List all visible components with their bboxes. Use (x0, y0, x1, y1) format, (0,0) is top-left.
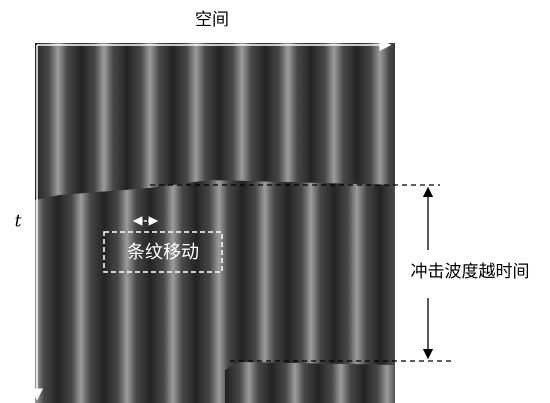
shock-transit-label: 冲击波度越时间 (411, 262, 530, 282)
streak-image (35, 43, 395, 403)
fringe-shift-label: 条纹移动 (127, 242, 199, 263)
space-label: 空间 (195, 10, 229, 30)
figure: 空间 t 冲击波度越时间 条纹移动 (0, 0, 550, 403)
time-label: t (15, 212, 22, 232)
